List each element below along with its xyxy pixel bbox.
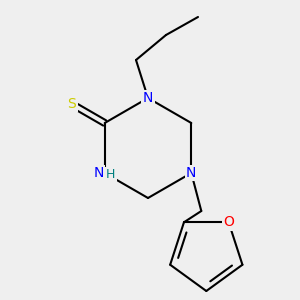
Text: O: O [223, 215, 234, 229]
Text: N: N [186, 166, 196, 180]
Text: H: H [106, 169, 116, 182]
Text: N: N [94, 166, 104, 180]
Text: N: N [143, 91, 153, 105]
Text: S: S [68, 97, 76, 111]
